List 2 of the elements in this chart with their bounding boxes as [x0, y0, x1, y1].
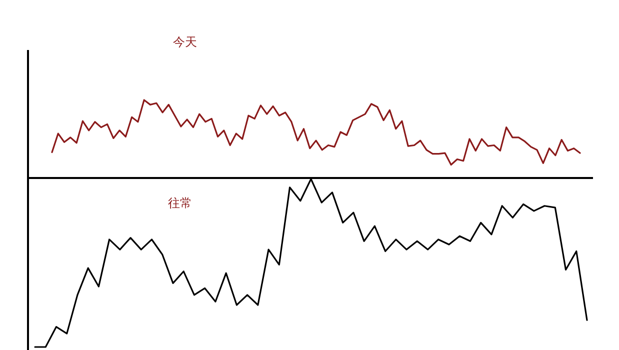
chart-title: 今天: [173, 35, 197, 49]
text: 往常: [168, 196, 192, 210]
